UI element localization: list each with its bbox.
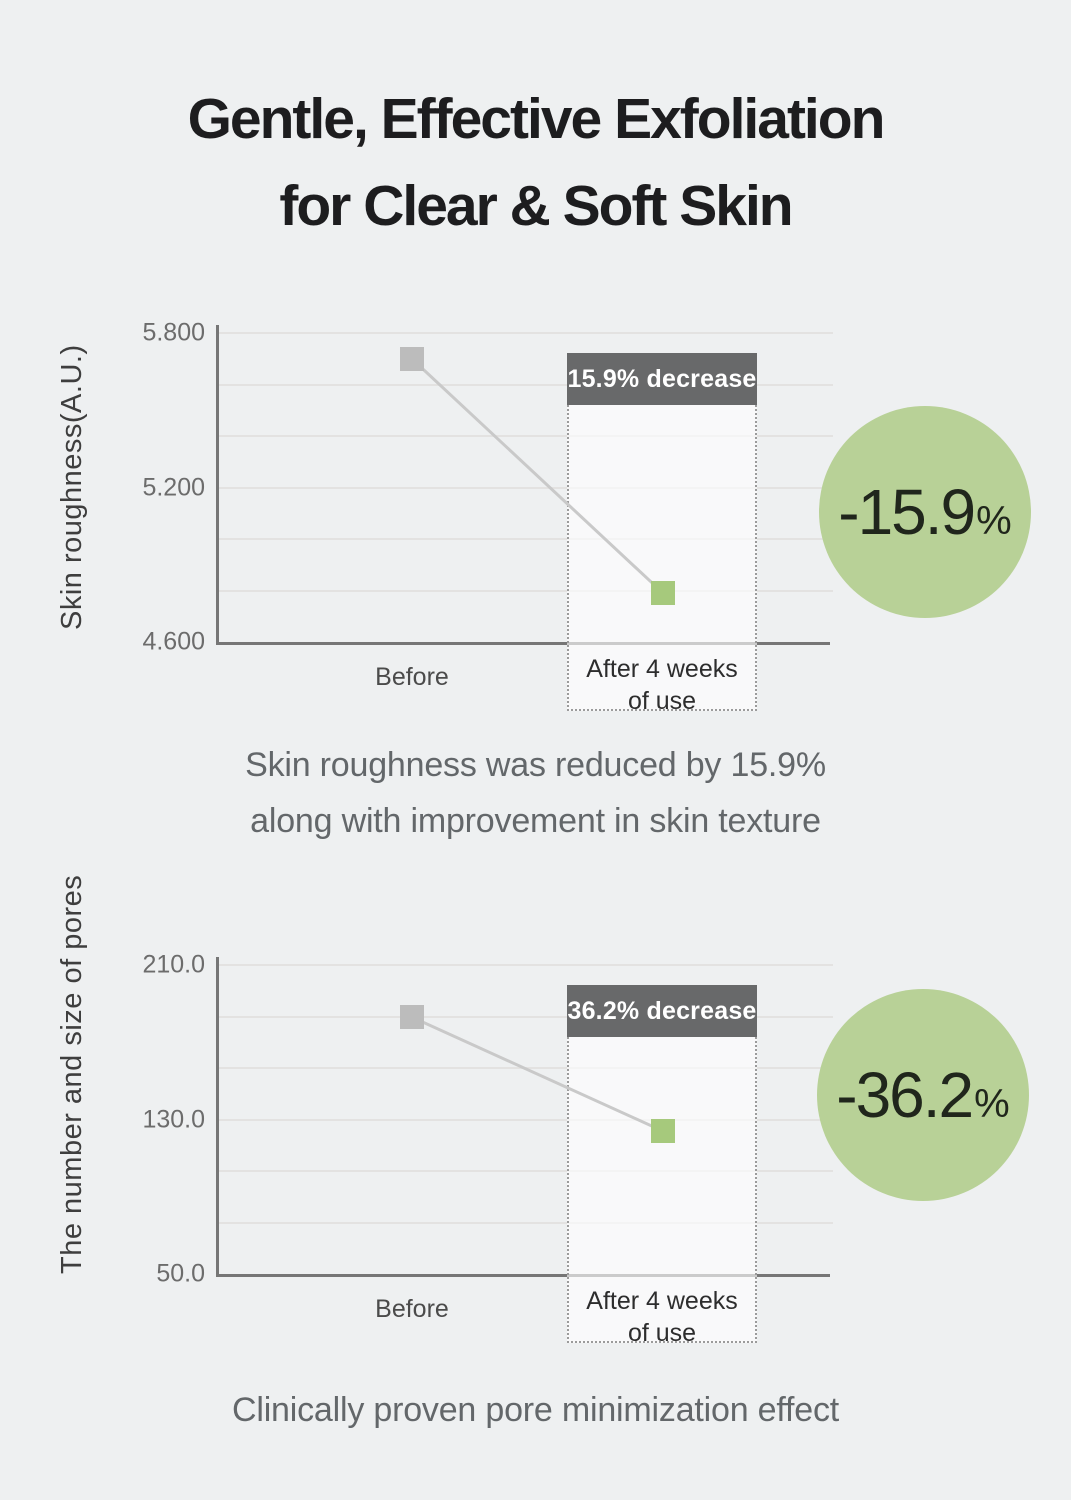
gridline bbox=[219, 589, 833, 592]
decrease-badge: 15.9% decrease bbox=[567, 353, 757, 405]
y-axis-label: Skin roughness(A.U.) bbox=[56, 344, 88, 631]
y-tick-label: 5.800 bbox=[142, 318, 205, 347]
x-axis-line bbox=[216, 642, 830, 645]
percentage-unit: % bbox=[976, 499, 1012, 543]
percentage-value: -36.2 bbox=[836, 1059, 974, 1131]
gridline bbox=[219, 1015, 833, 1018]
chart-caption-roughness: Skin roughness was reduced by 15.9% alon… bbox=[245, 746, 826, 840]
percentage-value: -15.9 bbox=[838, 476, 976, 548]
gridline bbox=[219, 1118, 833, 1121]
gridline bbox=[219, 435, 833, 437]
plot-area bbox=[216, 325, 830, 642]
data-marker-before bbox=[399, 346, 424, 371]
y-tick-label: 130.0 bbox=[142, 1105, 205, 1133]
x-axis-line bbox=[216, 1274, 830, 1277]
trend-line bbox=[410, 357, 665, 595]
y-tick-label: 4.600 bbox=[142, 627, 205, 656]
chart-pores: The number and size of pores 210.0 130.0 5… bbox=[0, 874, 1071, 1352]
y-tick-label: 210.0 bbox=[142, 950, 205, 979]
gridline bbox=[219, 538, 833, 540]
data-marker-after bbox=[650, 1119, 675, 1144]
gridline bbox=[219, 1221, 833, 1224]
category-label-after: After 4 weeks of use bbox=[586, 1287, 738, 1347]
y-tick-label: 50.0 bbox=[156, 1259, 205, 1288]
category-label-before: Before bbox=[375, 663, 449, 691]
plot-gridlines: 5.800 5.200 4.600 bbox=[142, 319, 833, 656]
page-title: Gentle, Effective Exfoliation for Clear … bbox=[187, 87, 886, 238]
chart-skin-roughness: Skin roughness(A.U.) 5.800 5.200 4.600 15.… bbox=[0, 319, 1071, 720]
trend-line bbox=[411, 1015, 664, 1133]
plot-area bbox=[216, 957, 830, 1274]
decrease-badge: 36.2% decrease bbox=[567, 985, 757, 1037]
after-highlight-box bbox=[567, 985, 757, 1343]
category-label-before: Before bbox=[375, 1295, 449, 1323]
gridline bbox=[219, 964, 833, 966]
data-marker-before bbox=[399, 1005, 424, 1030]
decrease-percentage-text: -36.2 % bbox=[836, 1058, 1009, 1132]
decrease-percentage-circle: -15.9 % bbox=[819, 406, 1031, 618]
gridline bbox=[219, 1170, 833, 1172]
percentage-unit: % bbox=[974, 1082, 1010, 1126]
gridline bbox=[219, 332, 833, 334]
category-label-after: After 4 weeks of use bbox=[586, 655, 738, 715]
gridline bbox=[219, 383, 833, 386]
y-axis-label: The number and size of pores bbox=[56, 874, 88, 1274]
data-marker-after bbox=[650, 581, 675, 606]
gridline bbox=[219, 486, 833, 489]
y-tick-label: 5.200 bbox=[142, 473, 205, 501]
chart-caption-pores: Clinically proven pore minimization effe… bbox=[231, 1391, 840, 1429]
decrease-percentage-circle: -36.2 % bbox=[817, 989, 1029, 1201]
decrease-percentage-text: -15.9 % bbox=[838, 475, 1011, 549]
